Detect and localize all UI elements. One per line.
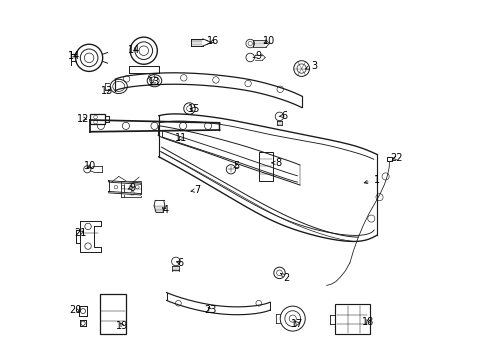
- Text: 3: 3: [305, 61, 317, 71]
- Text: 18: 18: [361, 317, 373, 327]
- Text: 14: 14: [128, 45, 141, 55]
- Bar: [258, 152, 272, 181]
- Text: 10: 10: [84, 161, 96, 171]
- Text: 17: 17: [290, 319, 303, 329]
- Text: 22: 22: [389, 153, 402, 163]
- Bar: [386, 157, 391, 161]
- Bar: [100, 294, 125, 334]
- Text: 7: 7: [191, 185, 200, 195]
- Text: 9: 9: [252, 51, 261, 61]
- Text: 14: 14: [67, 51, 80, 61]
- Bar: [124, 181, 141, 197]
- Text: 13: 13: [148, 77, 160, 87]
- Text: 11: 11: [174, 133, 186, 143]
- Text: 21: 21: [74, 228, 86, 238]
- Circle shape: [280, 306, 305, 331]
- Text: 9: 9: [128, 183, 135, 193]
- Text: 6: 6: [279, 111, 287, 121]
- Text: 19: 19: [116, 321, 128, 331]
- Text: 5: 5: [233, 161, 239, 171]
- Text: 1: 1: [364, 175, 379, 185]
- Text: 12: 12: [77, 113, 89, 123]
- Text: 4: 4: [162, 205, 168, 215]
- Text: 15: 15: [187, 104, 200, 114]
- Text: 16: 16: [206, 36, 219, 46]
- Text: 6: 6: [176, 258, 183, 268]
- Text: 20: 20: [70, 305, 82, 315]
- Text: 13: 13: [101, 86, 113, 96]
- Text: 2: 2: [280, 273, 289, 283]
- Text: 10: 10: [262, 36, 274, 46]
- Bar: [334, 304, 369, 334]
- Text: 8: 8: [271, 158, 281, 168]
- Bar: [90, 113, 105, 124]
- Text: 23: 23: [204, 305, 216, 315]
